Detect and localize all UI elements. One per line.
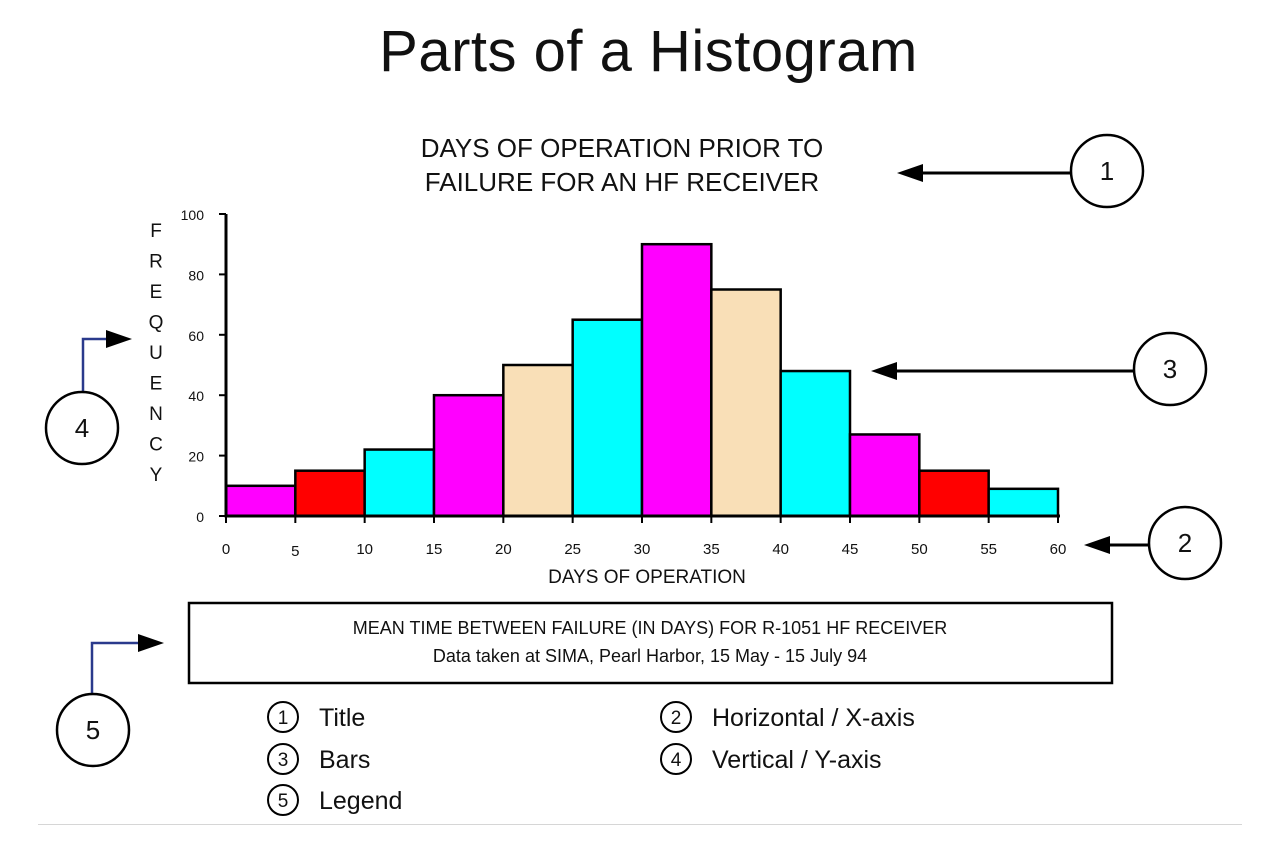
y-axis-label-letter: N: [149, 404, 163, 425]
callout-circle: [44, 390, 120, 466]
key-number-circle: [660, 701, 692, 733]
x-axis-ticks: 0 5 10 15 20 25 30 35 40 45 50 55 60: [222, 516, 1067, 560]
x-tick-label: 10: [356, 541, 373, 558]
arrow-head: [106, 330, 132, 348]
x-tick-label: 45: [842, 541, 859, 558]
key-number: 3: [278, 750, 289, 771]
chart-title-line: FAILURE FOR AN HF RECEIVER: [425, 167, 819, 197]
y-axis-label-letter: E: [150, 374, 163, 395]
callout-number: 5: [86, 715, 100, 745]
callout-circle: [1147, 505, 1223, 581]
key-item: 4 Vertical / Y-axis: [660, 743, 882, 775]
x-tick-label: 5: [291, 543, 299, 560]
key-number: 4: [671, 750, 682, 771]
x-tick-label: 55: [980, 541, 997, 558]
histogram-bar: [640, 242, 713, 518]
x-tick-label: 35: [703, 541, 720, 558]
key-label: Vertical / Y-axis: [712, 746, 882, 774]
x-tick-label: 25: [564, 541, 581, 558]
chart-title-line: DAYS OF OPERATION PRIOR TO: [421, 133, 824, 163]
bottom-divider: [38, 824, 1242, 825]
callout-5: 5: [55, 634, 164, 768]
legend-line-1: MEAN TIME BETWEEN FAILURE (IN DAYS) FOR …: [353, 618, 947, 638]
key-label: Bars: [319, 746, 370, 774]
page-title: Parts of a Histogram: [379, 19, 918, 84]
y-axis-label-letter: Y: [150, 465, 163, 486]
chart-title: DAYS OF OPERATION PRIOR TO FAILURE FOR AN…: [421, 133, 824, 197]
x-tick-label: 50: [911, 541, 928, 558]
key-number-circle: [660, 743, 692, 775]
arrow-head: [138, 634, 164, 652]
x-tick-label: 60: [1050, 541, 1067, 558]
y-tick-label: 60: [188, 328, 204, 344]
callout-1: 1: [897, 133, 1145, 209]
histogram-bar: [363, 448, 436, 518]
legend-line-2: Data taken at SIMA, Pearl Harbor, 15 May…: [433, 646, 867, 666]
histogram-bar: [710, 288, 782, 518]
bars: [224, 242, 1060, 518]
y-axis-label-letter: Q: [149, 313, 164, 334]
x-tick-label: 0: [222, 541, 230, 558]
key: 1 Title 2 Horizontal / X-axis 3 Bars 4 Vertical…: [267, 701, 915, 816]
key-label: Horizontal / X-axis: [712, 704, 915, 732]
arrow-head: [1084, 536, 1110, 554]
histogram-bar: [918, 469, 990, 518]
key-number: 5: [278, 791, 289, 812]
key-label: Title: [319, 704, 365, 732]
callout-number: 1: [1100, 156, 1114, 186]
callout-number: 4: [75, 413, 89, 443]
y-axis-label-letter: U: [149, 343, 163, 364]
arrow-head: [871, 362, 897, 380]
y-tick-label: 100: [181, 207, 205, 223]
y-axis-label-letter: E: [150, 282, 163, 303]
y-tick-label: 0: [196, 509, 204, 525]
x-tick-label: 40: [772, 541, 789, 558]
histogram-bar: [502, 363, 574, 518]
histogram-bar: [224, 484, 297, 518]
x-axis-label: DAYS OF OPERATION: [548, 567, 746, 588]
histogram-bar: [779, 369, 852, 518]
y-tick-label: 20: [188, 449, 204, 465]
key-number-circle: [267, 784, 299, 816]
y-axis-ticks: 0 20 40 60 80 100: [181, 207, 226, 525]
y-axis-label-letter: F: [150, 221, 162, 242]
histogram-bar: [848, 433, 921, 518]
y-tick-label: 80: [188, 267, 204, 283]
x-tick-label: 15: [426, 541, 443, 558]
y-tick-label: 40: [188, 388, 204, 404]
callout-circle: [1132, 331, 1208, 407]
key-item: 1 Title: [267, 701, 365, 733]
key-number-circle: [267, 701, 299, 733]
key-item: 3 Bars: [267, 743, 370, 775]
y-axis-label-letter: C: [149, 435, 163, 456]
key-number-circle: [267, 743, 299, 775]
key-item: 2 Horizontal / X-axis: [660, 701, 915, 733]
histogram-bar: [432, 393, 505, 518]
key-number: 1: [278, 708, 289, 729]
callout-3: 3: [871, 331, 1208, 407]
x-tick-label: 30: [634, 541, 651, 558]
legend-box: MEAN TIME BETWEEN FAILURE (IN DAYS) FOR …: [187, 601, 1114, 685]
key-item: 5 Legend: [267, 784, 402, 816]
x-tick-label: 20: [495, 541, 512, 558]
callout-number: 3: [1163, 354, 1177, 384]
histogram-bar: [294, 469, 366, 518]
key-number: 2: [671, 708, 682, 729]
key-label: Legend: [319, 787, 402, 815]
y-axis-label-letter: R: [149, 252, 163, 273]
arrow-head: [897, 164, 923, 182]
callout-number: 2: [1178, 528, 1192, 558]
callout-circle: [1069, 133, 1145, 209]
callout-2: 2: [1084, 505, 1223, 581]
histogram-bar: [571, 318, 644, 518]
histogram-bar: [987, 487, 1060, 518]
callout-4: 4: [44, 330, 132, 466]
callout-circle: [55, 692, 131, 768]
